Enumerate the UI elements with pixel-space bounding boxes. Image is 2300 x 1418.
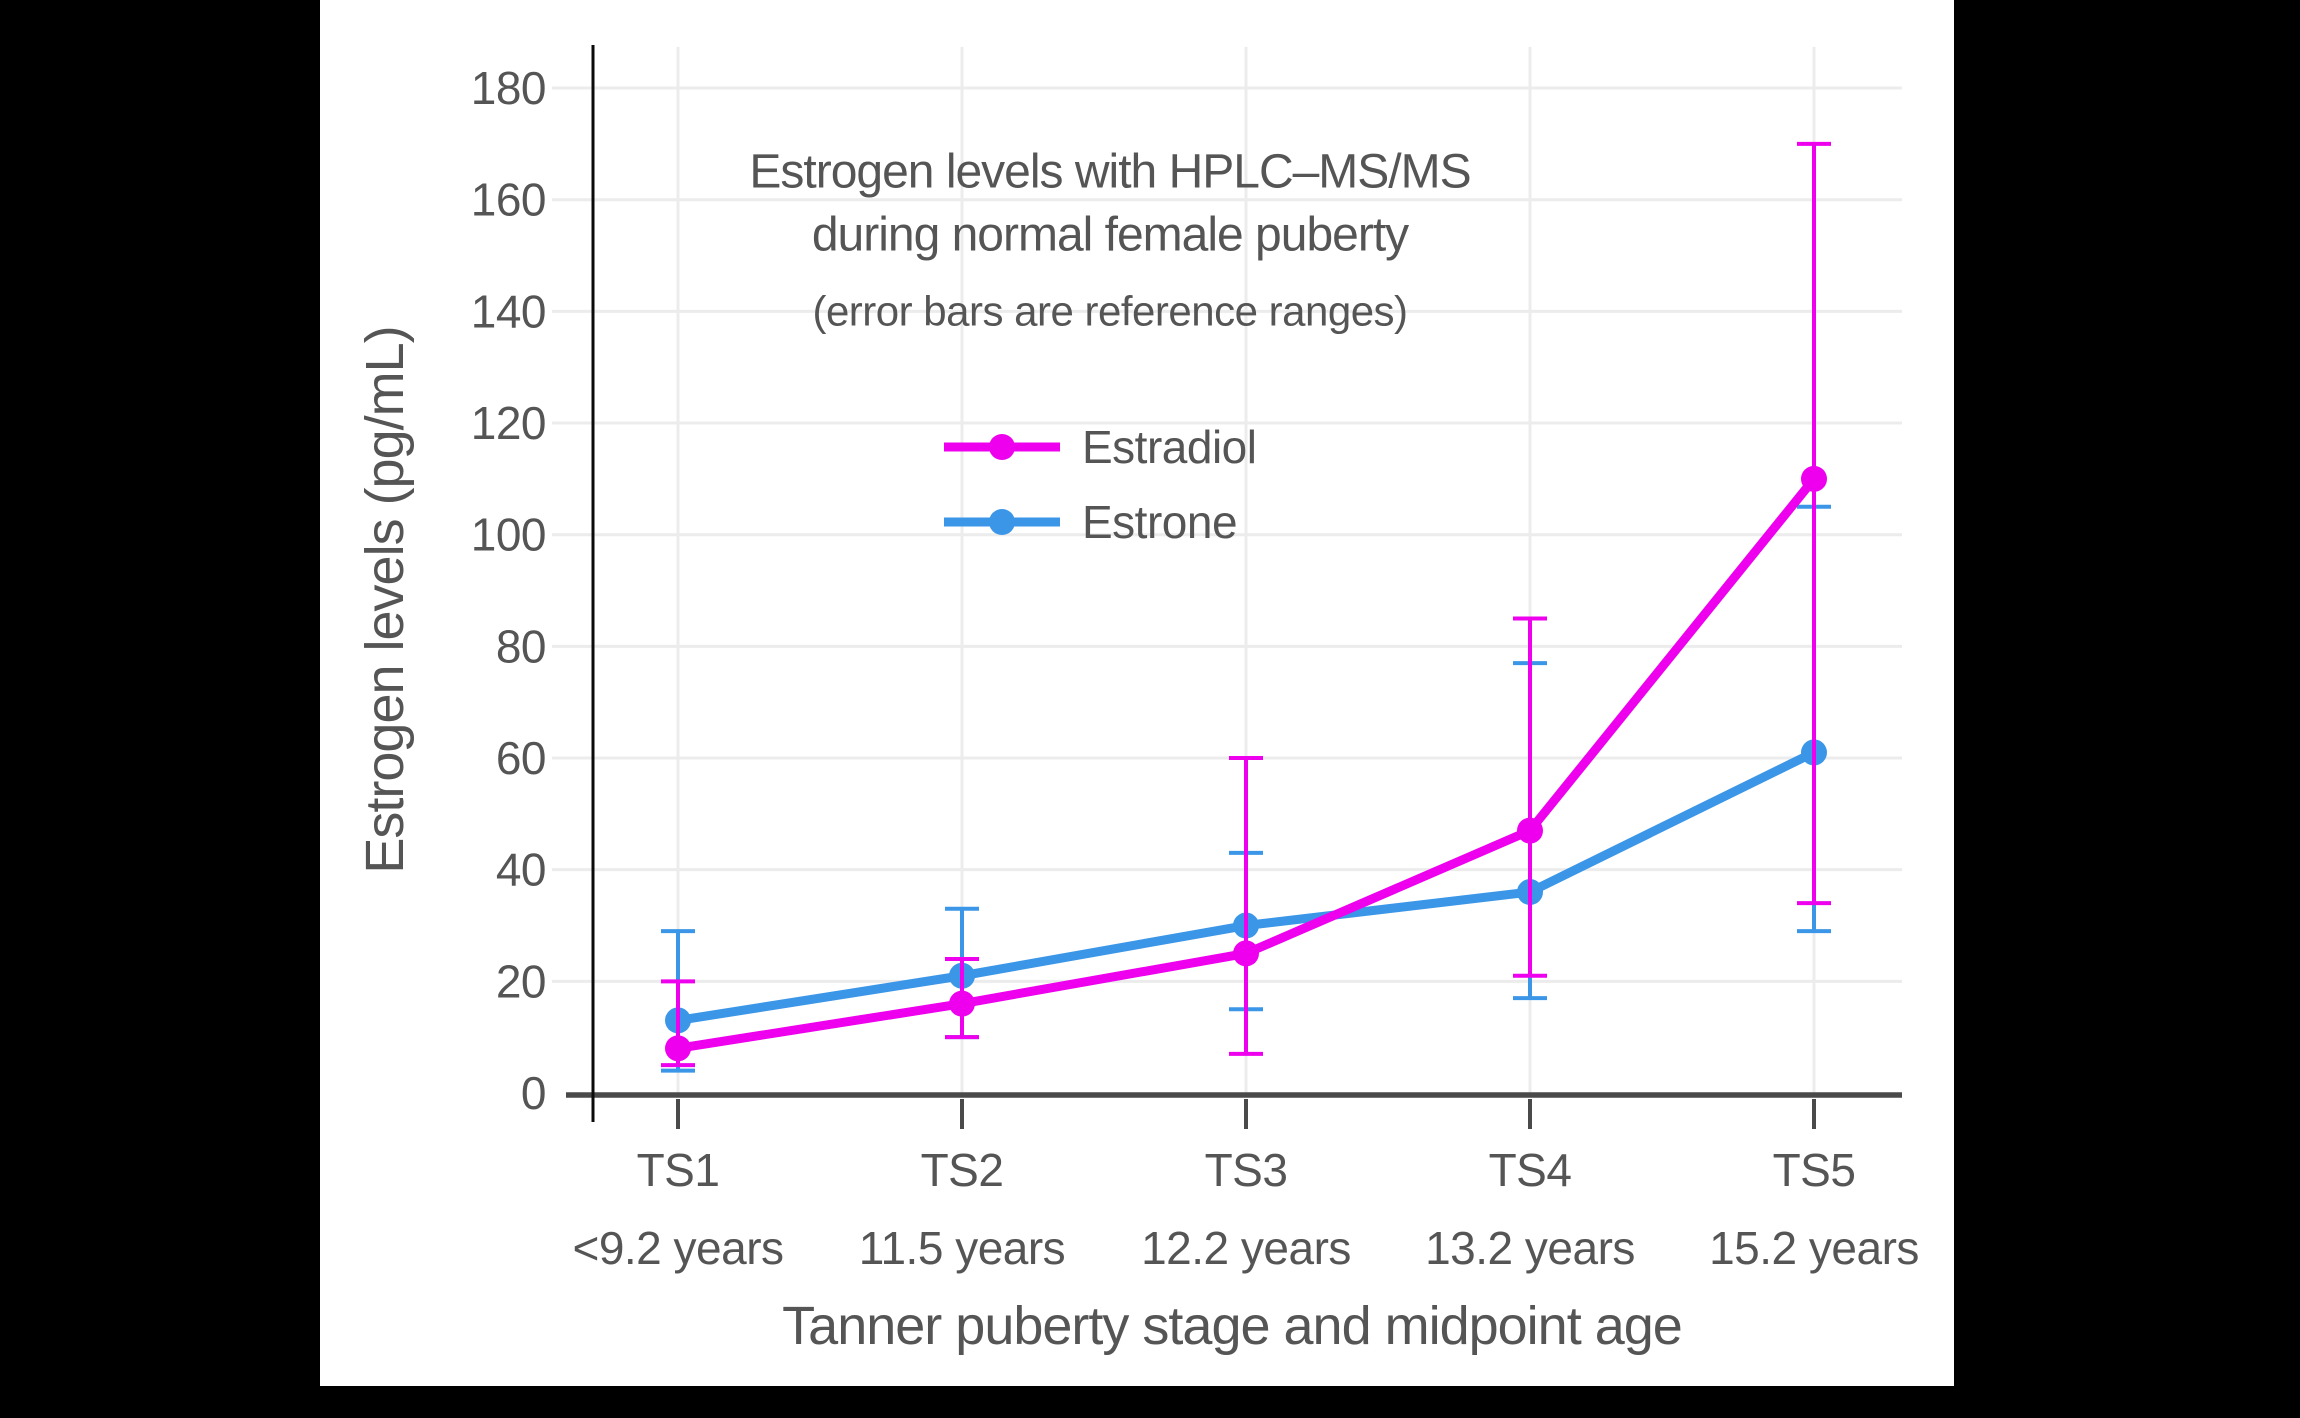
axes bbox=[566, 45, 1902, 1129]
y-axis-title: Estrogen levels (pg/mL) bbox=[355, 326, 415, 873]
estradiol-point-TS5 bbox=[1801, 465, 1827, 492]
y-tick-label-0: 0 bbox=[521, 1067, 546, 1119]
x-tick-label-TS1: TS1 bbox=[637, 1144, 720, 1196]
chart-title-line1: Estrogen levels with HPLC–MS/MS bbox=[749, 146, 1470, 199]
y-tick-label-20: 20 bbox=[496, 955, 546, 1007]
estradiol-point-TS2 bbox=[949, 990, 975, 1017]
x-axis-title: Tanner puberty stage and midpoint age bbox=[782, 1296, 1682, 1356]
estradiol-point-TS3 bbox=[1233, 940, 1259, 967]
gridlines bbox=[552, 47, 1902, 1093]
legend-item-estradiol: Estradiol bbox=[944, 421, 1257, 473]
y-tick-label-40: 40 bbox=[496, 844, 546, 896]
estradiol-errorbar-TS4 bbox=[1513, 616, 1547, 978]
series-layer bbox=[661, 141, 1831, 1073]
y-tick-label-180: 180 bbox=[471, 62, 546, 114]
x-tick-label-TS5: TS5 bbox=[1773, 1144, 1856, 1196]
estradiol-point-TS1 bbox=[665, 1035, 691, 1062]
y-tick-label-80: 80 bbox=[496, 620, 546, 672]
estradiol-point-TS4 bbox=[1517, 817, 1543, 844]
y-tick-label-120: 120 bbox=[471, 397, 546, 449]
x-age-label-TS4: 13.2 years bbox=[1425, 1222, 1635, 1274]
legend-label-estradiol: Estradiol bbox=[1082, 421, 1256, 473]
x-tick-label-TS4: TS4 bbox=[1489, 1144, 1572, 1196]
y-tick-label-100: 100 bbox=[471, 509, 546, 561]
legend: Estradiol Estrone bbox=[944, 421, 1257, 548]
legend-label-estrone: Estrone bbox=[1082, 496, 1237, 548]
y-tick-label-140: 140 bbox=[471, 285, 546, 337]
legend-item-estrone: Estrone bbox=[944, 496, 1238, 548]
legend-swatch-dot-estradiol bbox=[989, 434, 1015, 460]
x-age-label-TS3: 12.2 years bbox=[1141, 1222, 1351, 1274]
estradiol-errorbar-TS3 bbox=[1229, 756, 1263, 1056]
legend-swatch-dot-estrone bbox=[989, 509, 1015, 535]
y-tick-label-160: 160 bbox=[471, 174, 546, 226]
x-tick-label-TS2: TS2 bbox=[921, 1144, 1004, 1196]
estradiol-errorbar-TS5 bbox=[1797, 141, 1831, 906]
x-age-label-TS5: 15.2 years bbox=[1709, 1222, 1919, 1274]
x-age-label-TS1: <9.2 years bbox=[572, 1222, 783, 1274]
x-age-label-TS2: 11.5 years bbox=[859, 1222, 1065, 1274]
series-estradiol bbox=[661, 141, 1831, 1068]
x-tick-label-TS3: TS3 bbox=[1205, 1144, 1288, 1196]
chart-subtitle: (error bars are reference ranges) bbox=[812, 288, 1407, 335]
tick-labels: 0 20 40 60 80 100 120 140 160 180 TS1 TS2 TS3 TS4 TS5 <… bbox=[471, 62, 1920, 1274]
y-tick-label-60: 60 bbox=[496, 732, 546, 784]
chart-title-line2: during normal female puberty bbox=[812, 209, 1409, 262]
